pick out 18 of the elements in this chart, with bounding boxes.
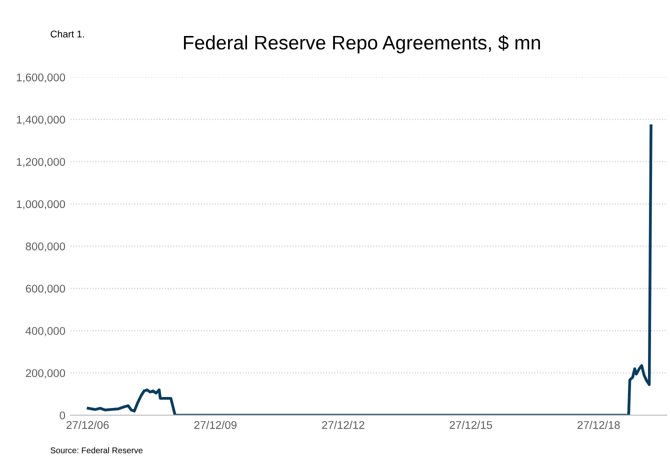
x-tick-label: 27/12/18 bbox=[578, 420, 620, 429]
y-tick-label: 800,000 bbox=[26, 242, 66, 252]
chart-title: Federal Reserve Repo Agreements, $ mn bbox=[184, 34, 540, 54]
y-tick-label: 1,000,000 bbox=[16, 200, 66, 210]
y-tick-label: 1,200,000 bbox=[16, 158, 66, 168]
y-tick-label: 400,000 bbox=[26, 327, 66, 336]
source-note: Source: Federal Reserve bbox=[50, 447, 143, 454]
y-tick-label: 1,600,000 bbox=[16, 73, 66, 83]
y-tick-label: 200,000 bbox=[26, 369, 66, 378]
y-tick-label: 1,400,000 bbox=[16, 116, 66, 125]
y-tick-label: 0 bbox=[60, 412, 66, 420]
x-tick-label: 27/12/12 bbox=[322, 420, 364, 429]
x-tick-label: 27/12/15 bbox=[450, 420, 492, 429]
x-tick-label: 27/12/09 bbox=[194, 420, 237, 429]
line-series bbox=[86, 124, 652, 416]
caption: Chart 1. bbox=[50, 30, 84, 38]
y-tick-label: 600,000 bbox=[26, 284, 66, 294]
x-tick-label: 27/12/06 bbox=[66, 420, 109, 429]
